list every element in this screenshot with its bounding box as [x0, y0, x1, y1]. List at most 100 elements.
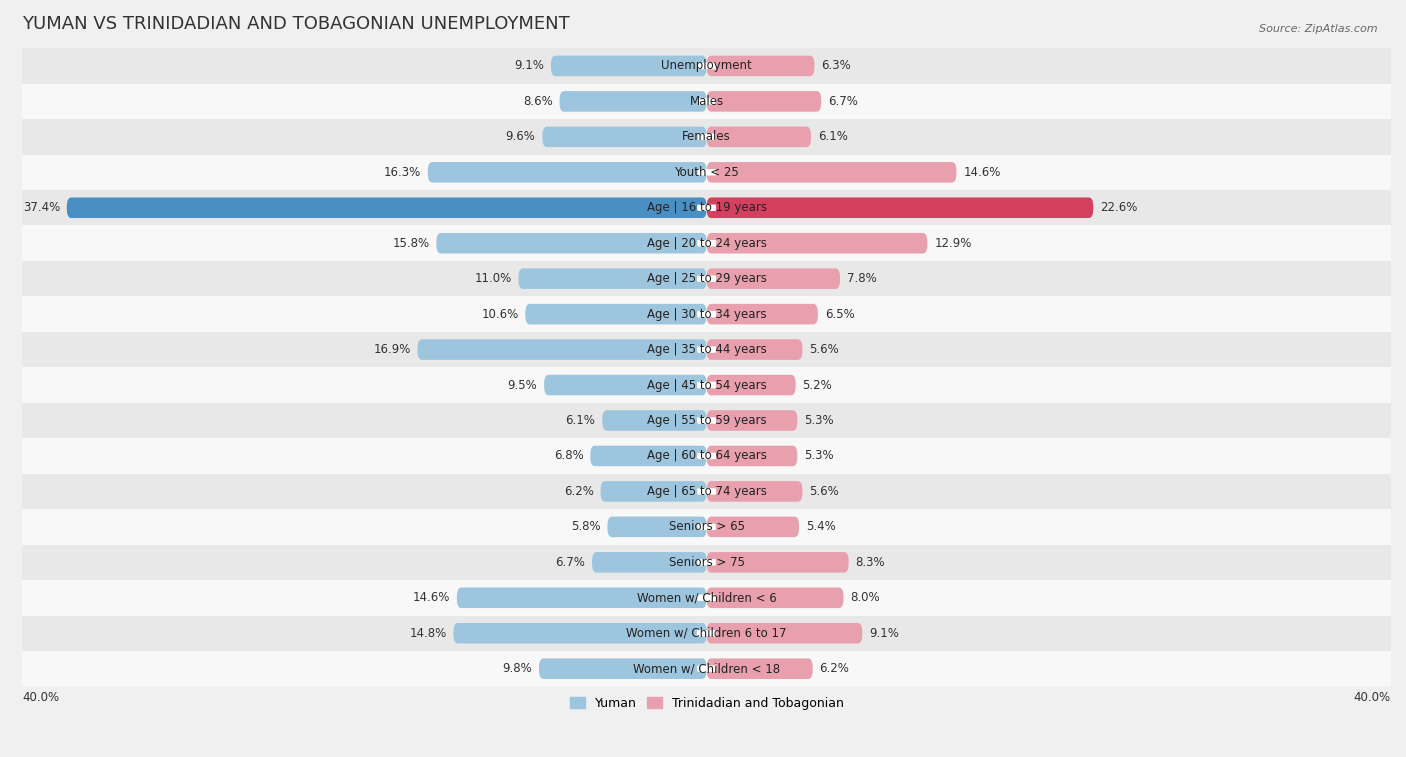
Text: 5.3%: 5.3%: [804, 414, 834, 427]
FancyBboxPatch shape: [707, 375, 796, 395]
FancyBboxPatch shape: [607, 516, 707, 537]
Text: Age | 25 to 29 years: Age | 25 to 29 years: [647, 273, 766, 285]
Text: 6.1%: 6.1%: [818, 130, 848, 143]
FancyBboxPatch shape: [697, 488, 716, 494]
Text: 10.6%: 10.6%: [481, 307, 519, 321]
Text: 9.1%: 9.1%: [515, 60, 544, 73]
Bar: [22, 615, 1391, 651]
FancyBboxPatch shape: [697, 453, 716, 459]
FancyBboxPatch shape: [707, 269, 841, 289]
FancyBboxPatch shape: [526, 304, 707, 325]
FancyBboxPatch shape: [697, 98, 716, 104]
Text: Seniors > 65: Seniors > 65: [669, 520, 745, 534]
Text: 9.5%: 9.5%: [508, 378, 537, 391]
Text: 22.6%: 22.6%: [1099, 201, 1137, 214]
FancyBboxPatch shape: [707, 587, 844, 608]
FancyBboxPatch shape: [697, 347, 716, 353]
FancyBboxPatch shape: [66, 198, 707, 218]
Text: 6.1%: 6.1%: [565, 414, 595, 427]
Bar: [22, 154, 1391, 190]
FancyBboxPatch shape: [707, 410, 797, 431]
Text: 9.8%: 9.8%: [502, 662, 531, 675]
Text: Age | 20 to 24 years: Age | 20 to 24 years: [647, 237, 766, 250]
FancyBboxPatch shape: [544, 375, 707, 395]
Bar: [22, 403, 1391, 438]
FancyBboxPatch shape: [697, 134, 716, 140]
Text: Unemployment: Unemployment: [661, 60, 752, 73]
FancyBboxPatch shape: [427, 162, 707, 182]
Bar: [22, 544, 1391, 580]
FancyBboxPatch shape: [707, 552, 849, 572]
Text: Age | 30 to 34 years: Age | 30 to 34 years: [647, 307, 766, 321]
FancyBboxPatch shape: [697, 276, 716, 282]
Text: 6.5%: 6.5%: [825, 307, 855, 321]
Text: 5.6%: 5.6%: [810, 343, 839, 356]
FancyBboxPatch shape: [707, 659, 813, 679]
FancyBboxPatch shape: [697, 594, 716, 601]
Text: Youth < 25: Youth < 25: [675, 166, 740, 179]
Text: Males: Males: [689, 95, 724, 108]
FancyBboxPatch shape: [551, 56, 707, 76]
Text: 6.3%: 6.3%: [821, 60, 851, 73]
Text: 12.9%: 12.9%: [934, 237, 972, 250]
Text: 6.8%: 6.8%: [554, 450, 583, 463]
FancyBboxPatch shape: [538, 659, 707, 679]
FancyBboxPatch shape: [707, 126, 811, 147]
Legend: Yuman, Trinidadian and Tobagonian: Yuman, Trinidadian and Tobagonian: [565, 692, 848, 715]
FancyBboxPatch shape: [697, 417, 716, 424]
Bar: [22, 48, 1391, 84]
Text: 9.6%: 9.6%: [506, 130, 536, 143]
Bar: [22, 474, 1391, 509]
Text: 6.2%: 6.2%: [820, 662, 849, 675]
FancyBboxPatch shape: [560, 91, 707, 112]
FancyBboxPatch shape: [707, 162, 956, 182]
Text: YUMAN VS TRINIDADIAN AND TOBAGONIAN UNEMPLOYMENT: YUMAN VS TRINIDADIAN AND TOBAGONIAN UNEM…: [22, 15, 569, 33]
Text: Women w/ Children < 6: Women w/ Children < 6: [637, 591, 776, 604]
FancyBboxPatch shape: [543, 126, 707, 147]
Text: 6.2%: 6.2%: [564, 485, 593, 498]
FancyBboxPatch shape: [707, 481, 803, 502]
Text: Age | 16 to 19 years: Age | 16 to 19 years: [647, 201, 766, 214]
Text: 5.2%: 5.2%: [803, 378, 832, 391]
Text: 16.9%: 16.9%: [373, 343, 411, 356]
FancyBboxPatch shape: [697, 524, 716, 530]
FancyBboxPatch shape: [697, 382, 716, 388]
FancyBboxPatch shape: [697, 63, 716, 69]
FancyBboxPatch shape: [697, 559, 716, 565]
FancyBboxPatch shape: [591, 446, 707, 466]
Text: 5.4%: 5.4%: [806, 520, 835, 534]
Text: 40.0%: 40.0%: [22, 690, 59, 704]
Text: Age | 60 to 64 years: Age | 60 to 64 years: [647, 450, 766, 463]
FancyBboxPatch shape: [697, 665, 716, 672]
Bar: [22, 261, 1391, 297]
Text: 14.8%: 14.8%: [409, 627, 447, 640]
Text: 15.8%: 15.8%: [392, 237, 429, 250]
Text: 5.8%: 5.8%: [571, 520, 600, 534]
Text: 16.3%: 16.3%: [384, 166, 420, 179]
Text: Age | 65 to 74 years: Age | 65 to 74 years: [647, 485, 766, 498]
FancyBboxPatch shape: [697, 169, 716, 176]
Text: 14.6%: 14.6%: [963, 166, 1001, 179]
Text: 5.3%: 5.3%: [804, 450, 834, 463]
FancyBboxPatch shape: [697, 630, 717, 637]
Text: Age | 45 to 54 years: Age | 45 to 54 years: [647, 378, 766, 391]
FancyBboxPatch shape: [707, 198, 1094, 218]
FancyBboxPatch shape: [602, 410, 707, 431]
Text: 8.6%: 8.6%: [523, 95, 553, 108]
FancyBboxPatch shape: [697, 204, 716, 211]
Bar: [22, 190, 1391, 226]
Bar: [22, 509, 1391, 544]
Text: Seniors > 75: Seniors > 75: [669, 556, 745, 569]
FancyBboxPatch shape: [457, 587, 707, 608]
Text: 6.7%: 6.7%: [828, 95, 858, 108]
FancyBboxPatch shape: [707, 304, 818, 325]
FancyBboxPatch shape: [600, 481, 707, 502]
FancyBboxPatch shape: [707, 446, 797, 466]
FancyBboxPatch shape: [519, 269, 707, 289]
FancyBboxPatch shape: [707, 623, 862, 643]
FancyBboxPatch shape: [697, 311, 716, 317]
Bar: [22, 297, 1391, 332]
Text: 11.0%: 11.0%: [474, 273, 512, 285]
Bar: [22, 651, 1391, 687]
Text: 9.1%: 9.1%: [869, 627, 898, 640]
